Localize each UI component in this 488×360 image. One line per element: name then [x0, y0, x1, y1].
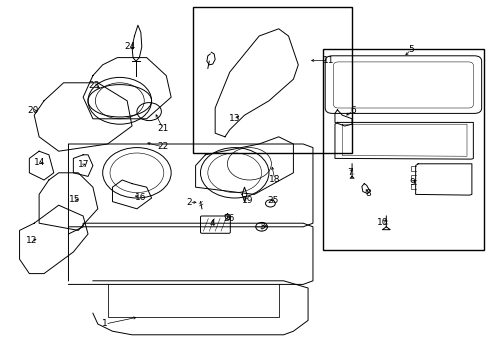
Text: 2: 2	[186, 198, 192, 207]
Bar	[193, 7, 351, 153]
Text: 3: 3	[259, 222, 264, 231]
Text: 1: 1	[102, 320, 108, 328]
Text: 13: 13	[228, 114, 240, 122]
Text: 20: 20	[27, 106, 39, 115]
Text: 10: 10	[376, 217, 388, 227]
Text: 23: 23	[88, 81, 100, 90]
Text: 9: 9	[408, 179, 414, 188]
Text: 18: 18	[268, 175, 280, 184]
Text: 7: 7	[346, 168, 352, 177]
Text: 24: 24	[123, 42, 135, 51]
Text: 12: 12	[26, 236, 38, 245]
Text: 25: 25	[266, 196, 278, 205]
Bar	[322, 49, 483, 250]
Text: 15: 15	[68, 195, 80, 204]
Text: 19: 19	[242, 196, 253, 205]
Text: 4: 4	[209, 219, 215, 228]
Text: 26: 26	[223, 214, 234, 223]
Text: 6: 6	[350, 106, 356, 115]
Text: 14: 14	[34, 158, 46, 167]
Text: 22: 22	[157, 143, 168, 152]
Text: 5: 5	[407, 45, 413, 54]
Text: 8: 8	[365, 189, 370, 198]
Text: 21: 21	[157, 124, 168, 133]
Text: 16: 16	[134, 193, 146, 202]
Text: 17: 17	[78, 160, 90, 169]
Text: 11: 11	[322, 56, 334, 65]
